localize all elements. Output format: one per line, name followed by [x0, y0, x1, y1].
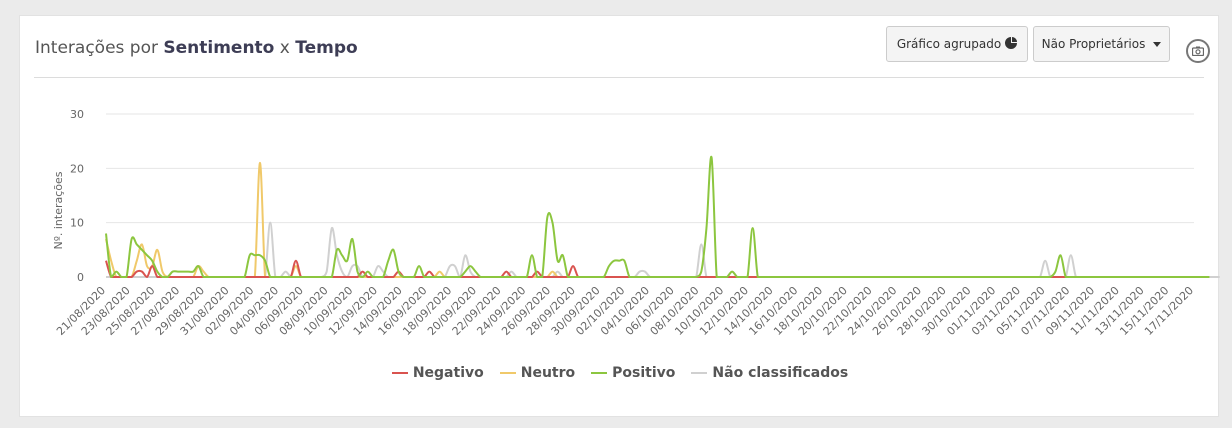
legend-label: Neutro — [520, 365, 576, 381]
chart-card: Interações por Sentimento x Tempo Gráfic… — [19, 15, 1220, 417]
y-tick-label: 0 — [77, 271, 84, 284]
header-divider — [34, 77, 1204, 78]
grouped-chart-button[interactable]: Gráfico agrupado — [886, 26, 1028, 62]
legend-item-positivo[interactable]: Positivo — [591, 365, 675, 381]
series-line-positivo — [105, 155, 1210, 278]
grouped-chart-label: Gráfico agrupado — [896, 37, 1002, 51]
owner-filter-label: Não Proprietários — [1041, 37, 1146, 51]
series-line-n-o-classificados — [106, 221, 1220, 278]
legend-swatch — [499, 372, 516, 374]
legend-label: Não classificados — [712, 365, 849, 381]
title-sentiment: Sentimento — [163, 38, 275, 58]
legend-swatch — [591, 372, 608, 374]
chart-title: Interações por Sentimento x Tempo — [35, 38, 358, 58]
y-tick-label: 30 — [70, 108, 84, 121]
camera-icon[interactable] — [1186, 39, 1210, 63]
title-separator: x — [274, 38, 296, 58]
y-axis-label: Nº. interações — [52, 171, 65, 249]
title-time: Tempo — [295, 38, 358, 58]
chart-legend: Negativo Neutro Positivo Não classificados — [20, 365, 1220, 381]
legend-item-neutro[interactable]: Neutro — [499, 365, 576, 381]
legend-item-negativo[interactable]: Negativo — [391, 365, 484, 381]
title-prefix: Interações por — [35, 38, 164, 58]
series-line-neutro — [105, 161, 1210, 278]
pie-chart-icon — [1005, 36, 1018, 52]
y-tick-label: 10 — [70, 217, 84, 230]
y-tick-label: 20 — [70, 162, 84, 175]
legend-swatch — [391, 372, 408, 374]
legend-item-n-o-classificados[interactable]: Não classificados — [691, 365, 848, 381]
legend-label: Negativo — [412, 365, 484, 381]
owner-filter-dropdown[interactable]: Não Proprietários — [1033, 26, 1170, 62]
legend-label: Positivo — [612, 365, 676, 381]
legend-swatch — [691, 372, 708, 374]
chevron-down-icon — [1153, 41, 1162, 47]
